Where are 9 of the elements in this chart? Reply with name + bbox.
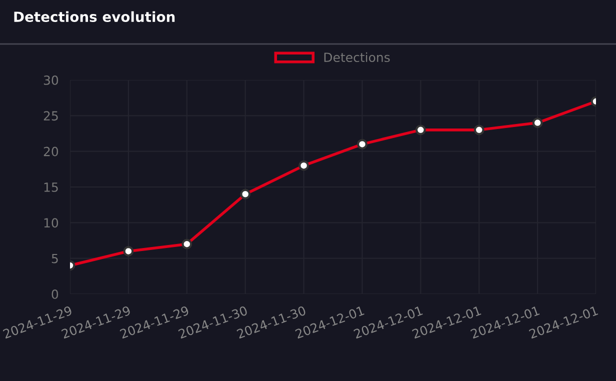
y-tick-label: 20	[44, 146, 58, 156]
y-tick-label: 15	[44, 182, 58, 192]
y-tick-label: 25	[44, 111, 58, 121]
y-tick-label: 30	[44, 75, 58, 85]
y-tick-label: 10	[44, 218, 58, 228]
chart-title: Detections evolution	[14, 11, 175, 22]
y-tick-label: 0	[52, 289, 58, 299]
y-tick-label: 5	[52, 254, 58, 264]
legend-label: Detections	[324, 52, 390, 62]
